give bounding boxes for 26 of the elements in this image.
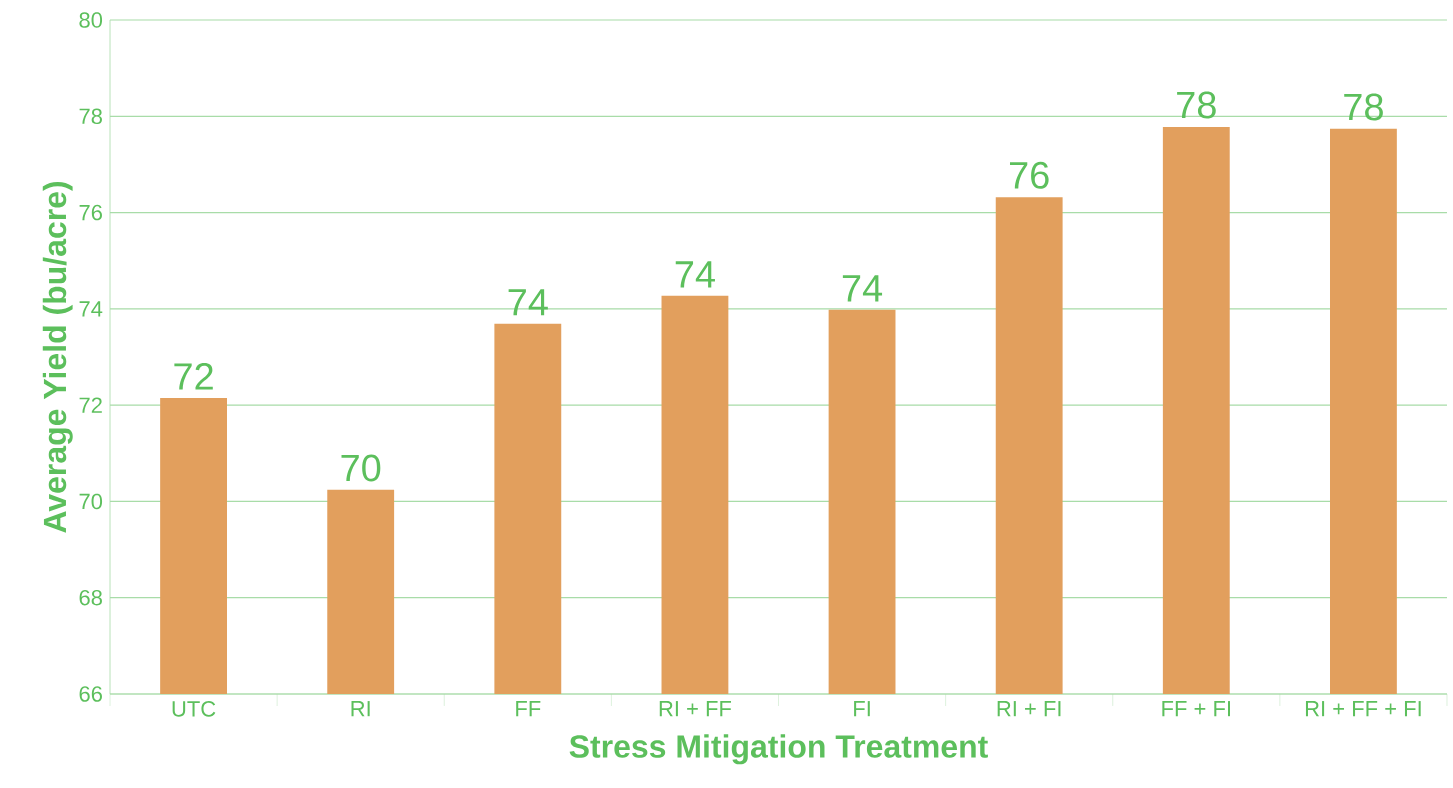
y-tick-label: 76 [79,204,102,221]
data-label: 74 [508,289,548,316]
y-tick-label: 78 [79,108,102,125]
x-tick-label: RI + FF + FI [1305,701,1421,717]
x-tick-label: FF [516,701,541,717]
x-axis-title: Stress Mitigation Treatment [569,734,988,765]
x-tick-label: RI [351,701,370,717]
data-label: 78 [1344,93,1383,121]
y-tick-label: 80 [79,12,103,28]
y-axis-title: Average Yield (bu/acre) [42,181,73,533]
x-tick-label: RI + FF [659,701,732,717]
x-tick-label: UTC [172,701,216,717]
x-tick-label: FF + FI [1162,701,1231,717]
y-tick-label: 66 [79,686,102,702]
x-tick-label: RI + FI [997,701,1061,717]
data-label: 74 [675,261,715,288]
y-tick-label: 74 [79,301,103,317]
y-tick-label: 70 [79,493,103,510]
data-label: 78 [1177,91,1216,119]
x-tick-label: FI [854,701,870,717]
data-label: 76 [1009,161,1049,189]
y-tick-label: 68 [79,589,102,606]
y-tick-label: 72 [79,397,102,413]
data-label: 72 [174,362,213,390]
data-label: 74 [842,275,883,302]
data-label: 70 [341,454,381,482]
